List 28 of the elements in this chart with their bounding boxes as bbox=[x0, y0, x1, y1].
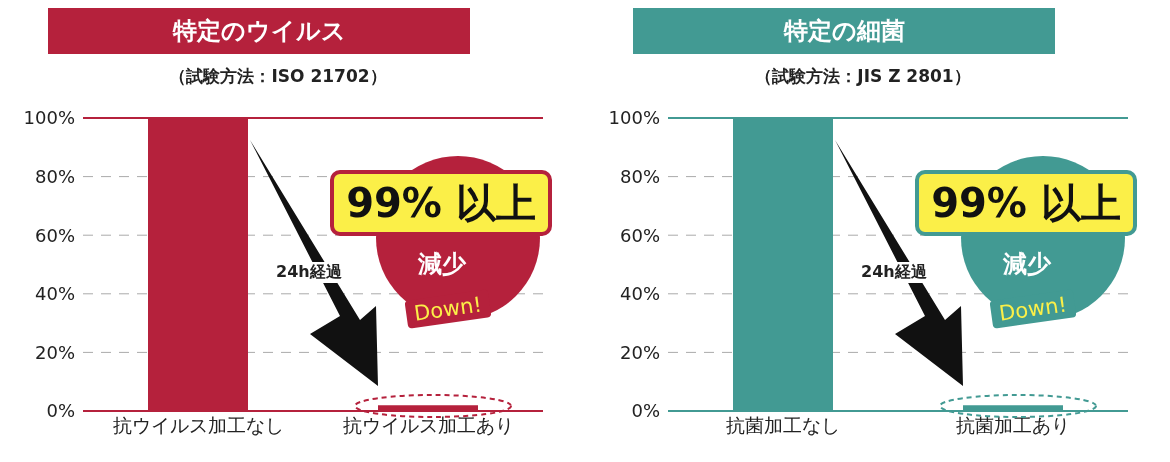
y-tick-label: 0% bbox=[46, 400, 75, 422]
chart-title: 特定のウイルス bbox=[48, 8, 470, 54]
annotation: Down! bbox=[989, 289, 1077, 329]
y-tick-label: 40% bbox=[34, 283, 75, 305]
y-tick-label: 20% bbox=[619, 341, 660, 363]
annotation: 24h経過 bbox=[861, 262, 927, 283]
annotation: 減少 bbox=[418, 249, 466, 280]
y-tick-label: 100% bbox=[23, 107, 75, 129]
y-tick-label: 0% bbox=[631, 400, 660, 422]
y-tick-label: 40% bbox=[619, 283, 660, 305]
annotation: Down! bbox=[404, 289, 492, 329]
chart-subtitle: （試験方法：ISO 21702） bbox=[168, 64, 388, 88]
x-tick-label: 抗菌加工あり bbox=[956, 414, 1070, 437]
annotation: 99% 以上 bbox=[915, 170, 1137, 236]
chart-title: 特定の細菌 bbox=[633, 8, 1055, 54]
y-tick-label: 100% bbox=[608, 107, 660, 129]
annotation: 減少 bbox=[1003, 249, 1051, 280]
x-tick-label: 抗菌加工なし bbox=[726, 414, 840, 437]
x-tick-label: 抗ウイルス加工なし bbox=[112, 414, 284, 437]
annotation: 24h経過 bbox=[276, 262, 342, 283]
x-tick-label: 抗ウイルス加工あり bbox=[342, 414, 514, 437]
y-tick-label: 80% bbox=[34, 165, 75, 187]
y-tick-label: 60% bbox=[34, 224, 75, 246]
chart-subtitle: （試験方法：JIS Z 2801） bbox=[754, 64, 972, 88]
y-tick-label: 20% bbox=[34, 341, 75, 363]
annotation: 99% 以上 bbox=[330, 170, 552, 236]
y-tick-label: 60% bbox=[619, 224, 660, 246]
y-tick-label: 80% bbox=[619, 165, 660, 187]
